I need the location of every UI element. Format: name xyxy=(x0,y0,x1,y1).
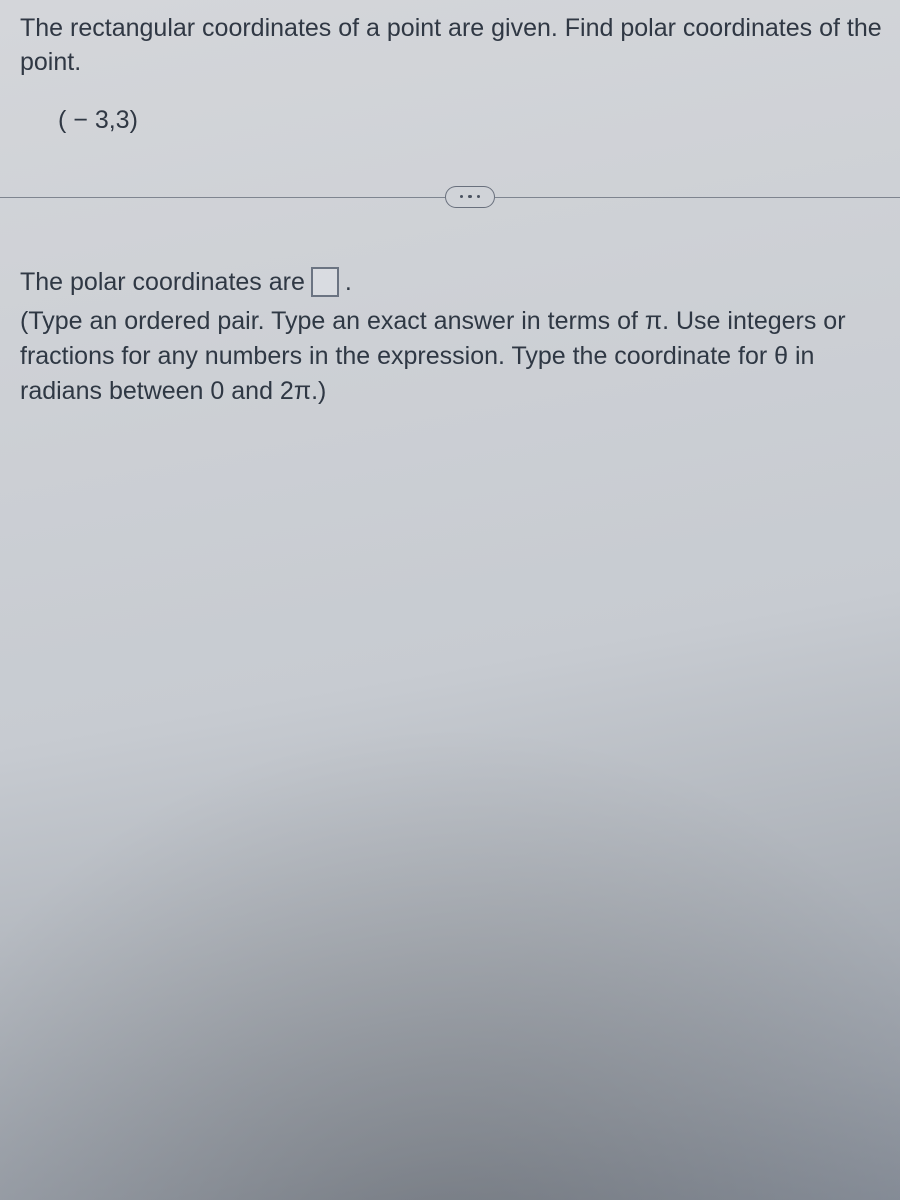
polar-coordinates-input[interactable] xyxy=(311,267,339,297)
answer-section: The polar coordinates are . (Type an ord… xyxy=(20,265,884,409)
screen-vignette xyxy=(0,0,900,1200)
given-coordinate: ( − 3,3) xyxy=(58,106,884,135)
section-divider xyxy=(20,183,884,211)
answer-period: . xyxy=(345,265,352,300)
divider-line-right xyxy=(495,197,900,198)
ellipsis-icon[interactable] xyxy=(445,186,495,208)
answer-lead-text: The polar coordinates are xyxy=(20,265,305,300)
question-prompt: The rectangular coordinates of a point a… xyxy=(20,12,884,80)
answer-hint: (Type an ordered pair. Type an exact ans… xyxy=(20,304,884,409)
divider-line-left xyxy=(0,197,445,198)
